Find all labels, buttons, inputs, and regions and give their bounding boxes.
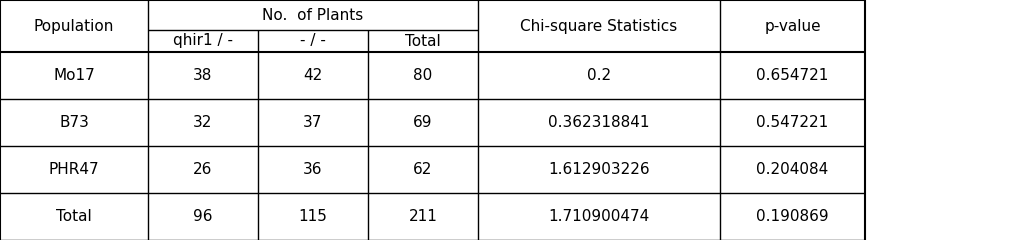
Text: 80: 80	[413, 68, 432, 83]
Text: 42: 42	[303, 68, 322, 83]
Text: - / -: - / -	[300, 34, 326, 48]
Text: 1.710900474: 1.710900474	[548, 209, 649, 224]
Text: Total: Total	[57, 209, 92, 224]
Text: 36: 36	[303, 162, 323, 177]
Text: 26: 26	[193, 162, 213, 177]
Text: 38: 38	[193, 68, 213, 83]
Text: 0.654721: 0.654721	[756, 68, 828, 83]
Text: 0.190869: 0.190869	[756, 209, 829, 224]
Text: Population: Population	[33, 18, 114, 34]
Text: 96: 96	[193, 209, 213, 224]
Text: 69: 69	[413, 115, 432, 130]
Text: B73: B73	[59, 115, 89, 130]
Text: 211: 211	[409, 209, 437, 224]
Text: Mo17: Mo17	[54, 68, 95, 83]
Text: 0.2: 0.2	[587, 68, 611, 83]
Text: PHR47: PHR47	[48, 162, 99, 177]
Text: 0.362318841: 0.362318841	[548, 115, 649, 130]
Text: 37: 37	[303, 115, 322, 130]
Text: qhir1 / -: qhir1 / -	[173, 34, 233, 48]
Text: 0.547221: 0.547221	[756, 115, 828, 130]
Text: 1.612903226: 1.612903226	[548, 162, 649, 177]
Text: 115: 115	[299, 209, 327, 224]
Text: Total: Total	[405, 34, 441, 48]
Text: p-value: p-value	[765, 18, 821, 34]
Text: 0.204084: 0.204084	[756, 162, 828, 177]
Text: No.  of Plants: No. of Plants	[263, 7, 364, 23]
Text: 62: 62	[413, 162, 432, 177]
Text: Chi-square Statistics: Chi-square Statistics	[520, 18, 678, 34]
Text: 32: 32	[193, 115, 213, 130]
